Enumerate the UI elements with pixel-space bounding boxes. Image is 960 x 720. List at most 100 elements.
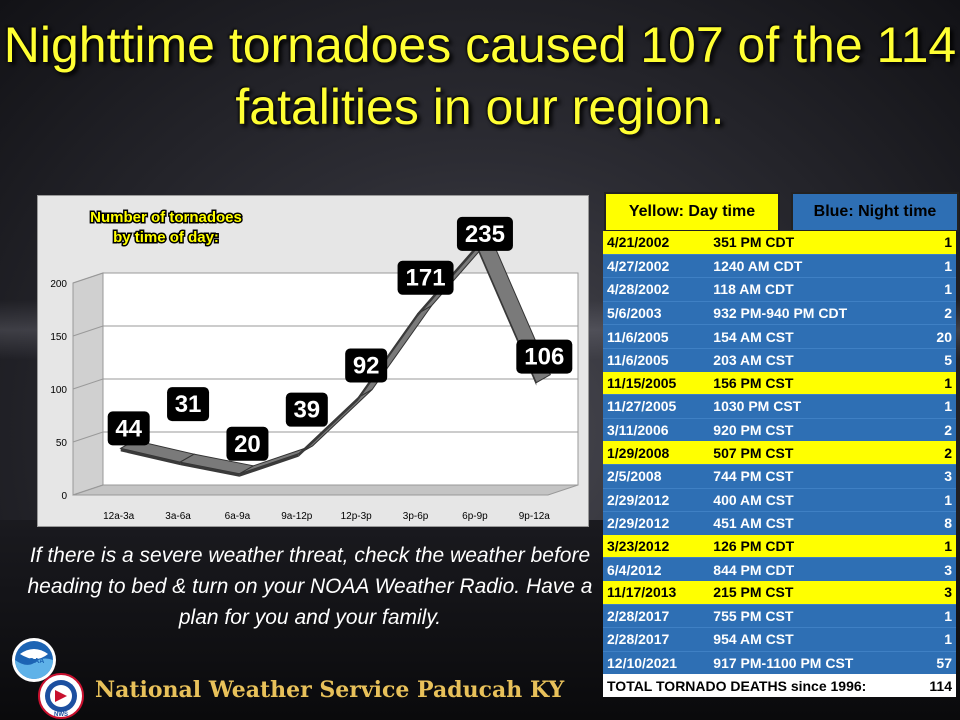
fatality-row: 2/28/2017 954 AM CST 1 xyxy=(603,627,956,652)
fatality-row: 4/21/2002 351 PM CDT 1 xyxy=(603,231,956,255)
x-tick-label: 9a-12p xyxy=(281,511,313,522)
noaa-logo: NOAA xyxy=(12,638,56,682)
fatality-date: 2/29/2012 xyxy=(603,511,710,535)
fatality-deaths: 57 xyxy=(907,650,956,675)
data-label: 20 xyxy=(234,431,261,458)
fatality-time: 920 PM CST xyxy=(709,417,908,442)
fatality-time: 755 PM CST xyxy=(709,603,908,628)
fatality-row: 2/29/2012 400 AM CST 1 xyxy=(603,487,956,512)
tornado-chart-panel: 44 31 20 39 92 171 235 106 0 50 100 150 200 12a-3a 3a… xyxy=(37,195,589,527)
fatality-time: 203 AM CST xyxy=(709,347,908,372)
fatality-date: 6/4/2012 xyxy=(603,557,710,581)
fatality-date: 11/27/2005 xyxy=(603,394,710,419)
data-label-box xyxy=(226,426,269,461)
x-tick-label: 3p-6p xyxy=(403,511,429,522)
fatality-row: 11/6/2005 203 AM CST 5 xyxy=(603,347,956,372)
x-tick-label: 3a-6a xyxy=(165,511,191,522)
fatality-time: 932 PM-940 PM CDT xyxy=(709,300,908,325)
fatality-time: 844 PM CDT xyxy=(709,557,908,581)
fatality-time: 215 PM CST xyxy=(709,580,908,604)
data-label-box xyxy=(345,348,388,383)
fatality-row: 4/28/2002 118 AM CDT 1 xyxy=(603,277,956,302)
data-label: 92 xyxy=(353,352,380,379)
fatality-row: 2/5/2008 744 PM CST 3 xyxy=(603,463,956,489)
fatality-date: 2/28/2017 xyxy=(603,603,710,628)
gridline-side xyxy=(72,378,104,390)
fatality-row: 3/23/2012 126 PM CDT 1 xyxy=(603,534,956,558)
fatality-deaths: 20 xyxy=(907,324,956,349)
data-label: 235 xyxy=(465,221,505,248)
gridline-side xyxy=(72,325,104,337)
fatality-deaths: 1 xyxy=(907,253,956,278)
line-segment-edge xyxy=(239,453,299,477)
fatality-deaths: 1 xyxy=(907,487,956,512)
line-segment-edge xyxy=(298,397,359,457)
nws-logo-text: NWS xyxy=(54,712,68,718)
fatality-row: 1/29/2008 507 PM CST 2 xyxy=(603,441,956,465)
fatality-deaths: 3 xyxy=(907,557,956,581)
fatality-deaths: 1 xyxy=(907,394,956,419)
data-label-box xyxy=(285,392,328,427)
footer-office-name: National Weather Service Paducah KY xyxy=(95,677,565,703)
x-tick-label: 6p-9p xyxy=(462,511,488,522)
fatality-date: 2/28/2017 xyxy=(603,627,710,652)
tornado-line-chart: 44 31 20 39 92 171 235 106 0 50 100 150 200 12a-3a 3a… xyxy=(50,208,579,522)
fatality-date: 11/17/2013 xyxy=(603,580,710,604)
headline: Nighttime tornadoes caused 107 of the 11… xyxy=(3,17,957,135)
fatality-deaths: 2 xyxy=(907,300,956,325)
data-label: 106 xyxy=(524,344,564,371)
total-row: TOTAL TORNADO DEATHS since 1996: 114 xyxy=(603,674,956,697)
fatality-time: 1030 PM CST xyxy=(709,394,908,419)
fatality-deaths: 1 xyxy=(907,627,956,652)
fatality-date: 1/29/2008 xyxy=(603,441,710,465)
y-tick-label: 150 xyxy=(50,332,67,343)
y-tick-label: 100 xyxy=(50,385,67,396)
fatality-time: 744 PM CST xyxy=(709,463,908,489)
fatality-time: 507 PM CST xyxy=(709,441,908,465)
fatality-time: 156 PM CST xyxy=(709,371,908,395)
line-segment-edge xyxy=(180,462,240,477)
gridline-side xyxy=(72,431,104,443)
fatality-date: 3/23/2012 xyxy=(603,534,710,558)
fatality-deaths: 8 xyxy=(907,511,956,535)
noaa-logo-text: NOAA xyxy=(24,658,45,665)
line-segment-edge xyxy=(120,448,181,466)
gridline-side xyxy=(72,272,104,284)
fatality-row: 5/6/2003 932 PM-940 PM CDT 2 xyxy=(603,300,956,325)
fatality-date: 4/21/2002 xyxy=(603,231,710,255)
fatality-date: 11/15/2005 xyxy=(603,371,710,395)
x-tick-label: 12a-3a xyxy=(103,511,135,522)
data-label: 171 xyxy=(406,265,446,292)
x-tick-label: 9p-12a xyxy=(519,511,551,522)
chart-title-line-1: Number of tornadoes xyxy=(90,209,242,226)
fatality-deaths: 2 xyxy=(907,441,956,465)
fatality-time: 351 PM CDT xyxy=(709,231,908,255)
fatality-date: 4/27/2002 xyxy=(603,253,710,278)
fatality-row: 6/4/2012 844 PM CDT 3 xyxy=(603,557,956,581)
fatality-deaths: 1 xyxy=(907,534,956,558)
fatality-row: 3/11/2006 920 PM CST 2 xyxy=(603,417,956,442)
total-label: TOTAL TORNADO DEATHS since 1996: xyxy=(603,674,908,697)
fatality-time: 400 AM CST xyxy=(709,487,908,512)
fatality-row: 11/15/2005 156 PM CST 1 xyxy=(603,371,956,395)
fatality-date: 4/28/2002 xyxy=(603,277,710,302)
fatality-time: 1240 AM CDT xyxy=(709,253,908,278)
fatality-row: 2/28/2017 755 PM CST 1 xyxy=(603,603,956,628)
fatality-time: 118 AM CDT xyxy=(709,277,908,302)
fatality-date: 3/11/2006 xyxy=(603,417,710,442)
y-tick-label: 50 xyxy=(56,438,68,449)
fatality-deaths: 3 xyxy=(907,580,956,604)
fatality-time: 154 AM CST xyxy=(709,324,908,349)
fatality-date: 2/5/2008 xyxy=(603,463,710,489)
data-label: 44 xyxy=(115,415,142,442)
gridline-side xyxy=(72,484,104,496)
data-label-box xyxy=(107,411,150,446)
fatalities-table: 4/21/2002 351 PM CDT 1 4/27/2002 1240 AM CDT… xyxy=(603,231,956,697)
x-tick-label: 6a-9a xyxy=(225,511,251,522)
legend-night-time: Blue: Night time xyxy=(791,192,959,232)
chart-title-line-2: by time of day: xyxy=(113,229,219,246)
fatality-deaths: 1 xyxy=(907,603,956,628)
y-tick-label: 200 xyxy=(50,279,67,290)
fatality-deaths: 3 xyxy=(907,463,956,489)
data-label-box xyxy=(516,339,573,374)
